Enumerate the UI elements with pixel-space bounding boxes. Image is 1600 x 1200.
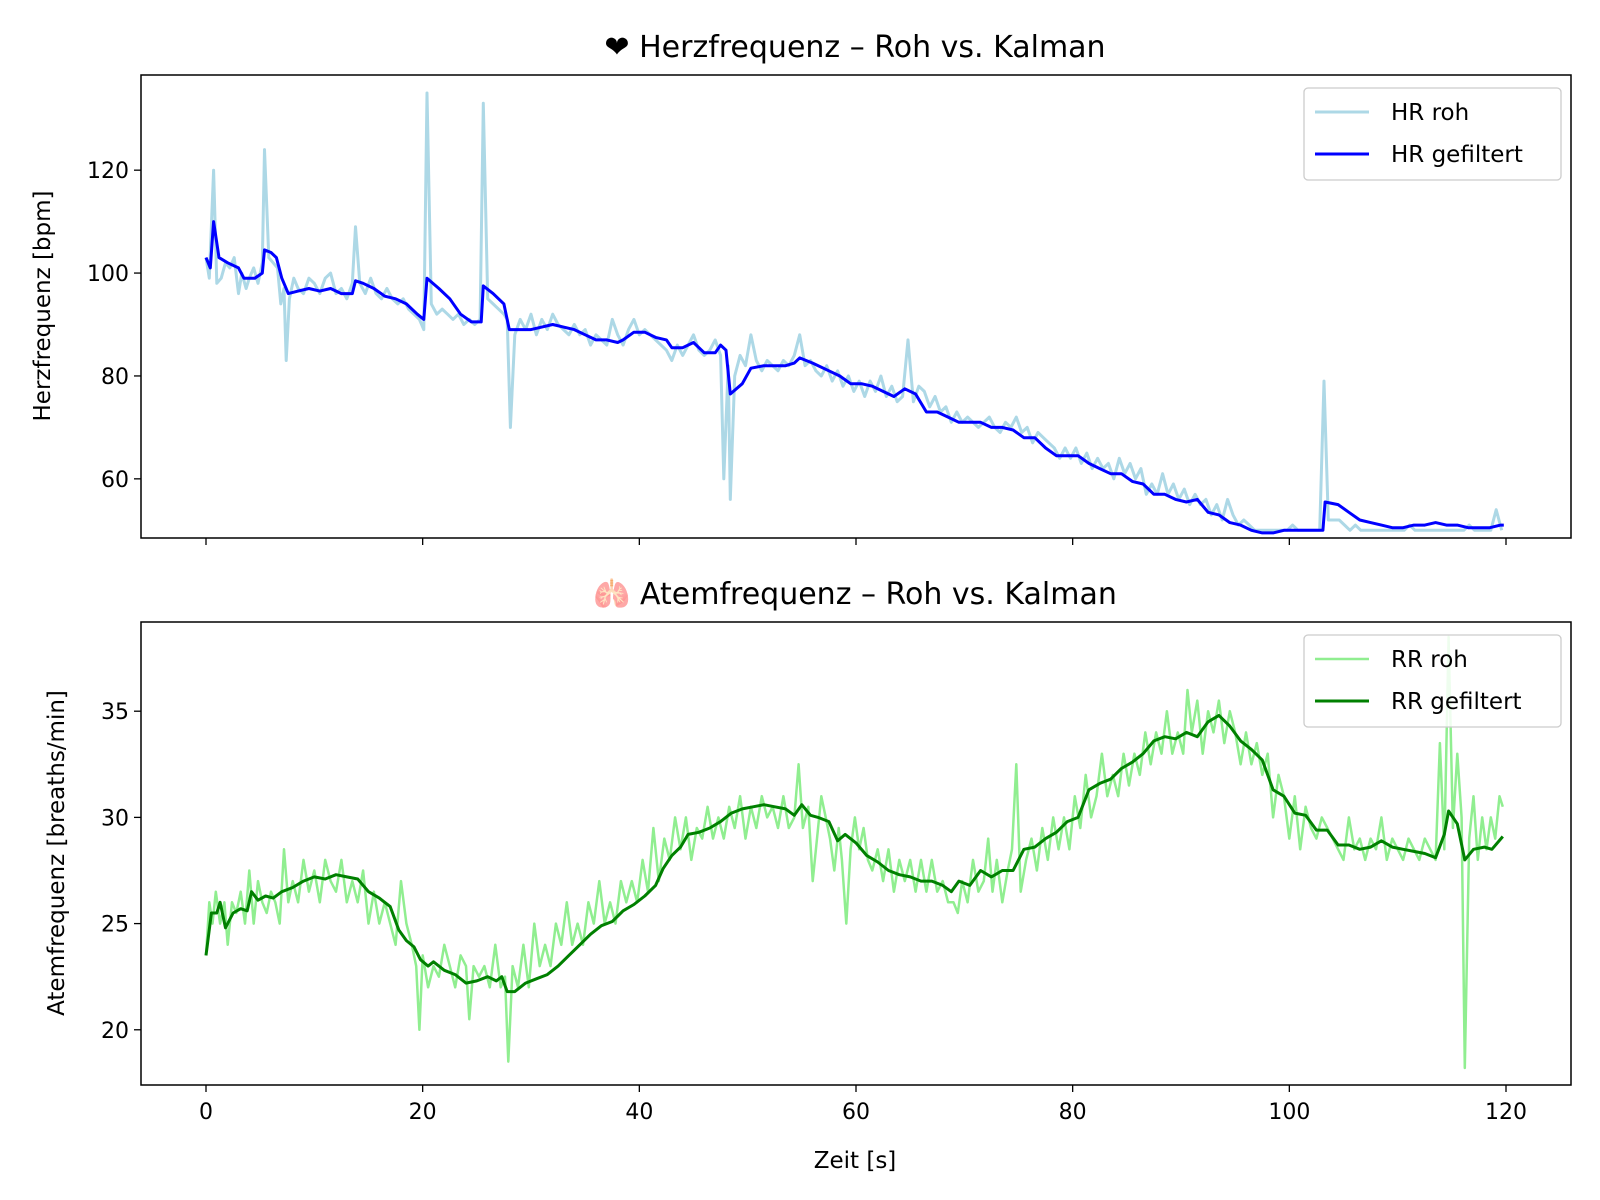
hr-chart-title: ❤ Herzfrequenz – Roh vs. Kalman (604, 30, 1105, 65)
hr-series-layer (204, 91, 1504, 535)
rr-legend: RR roh RR gefiltert (1303, 634, 1562, 728)
rr-chart-title: 🫁 Atemfrequenz – Roh vs. Kalman (593, 577, 1117, 612)
rr-x-tick-label: 80 (1059, 1100, 1087, 1125)
rr-y-axis-label: Atemfrequenz [breaths/min] (44, 690, 70, 1016)
rr-x-tick-label: 40 (625, 1100, 653, 1125)
rr-x-tick-label: 0 (199, 1100, 213, 1125)
rr-series-raw-line (204, 635, 1504, 1070)
rr-chart: 🫁 Atemfrequenz – Roh vs. Kalman 20 25 30 35… (44, 577, 1572, 1125)
rr-y-tick-label: 20 (101, 1019, 129, 1044)
rr-y-tick-label: 35 (101, 700, 129, 725)
hr-y-tick-label: 100 (87, 262, 129, 287)
hr-y-axis-label: Herzfrequenz [bpm] (30, 190, 56, 421)
rr-x-tick-label: 60 (842, 1100, 870, 1125)
hr-series-filtered-line (204, 220, 1504, 535)
rr-legend-label: RR roh (1391, 647, 1468, 673)
hr-legend-label: HR gefiltert (1391, 142, 1523, 168)
rr-series-filtered-line (204, 713, 1504, 994)
hr-axes: 60 80 100 120 (87, 159, 1507, 545)
rr-axes: 20 25 30 35 0 20 40 60 80 100 120 (101, 700, 1527, 1125)
x-axis-label: Zeit [s] (814, 1148, 897, 1174)
rr-y-tick-label: 25 (101, 913, 129, 938)
rr-y-tick-label: 30 (101, 806, 129, 831)
hr-y-tick-label: 120 (87, 159, 129, 184)
rr-legend-label: RR gefiltert (1391, 689, 1522, 715)
hr-legend-label: HR roh (1391, 100, 1469, 126)
hr-y-tick-label: 60 (101, 468, 129, 493)
rr-x-tick-label: 120 (1485, 1100, 1527, 1125)
rr-series-layer (204, 635, 1504, 1070)
hr-y-tick-label: 80 (101, 365, 129, 390)
rr-x-tick-label: 20 (409, 1100, 437, 1125)
hr-legend: HR roh HR gefiltert (1303, 87, 1562, 181)
hr-chart: ❤ Herzfrequenz – Roh vs. Kalman 60 80 100 1… (30, 30, 1572, 545)
rr-x-tick-label: 100 (1268, 1100, 1310, 1125)
